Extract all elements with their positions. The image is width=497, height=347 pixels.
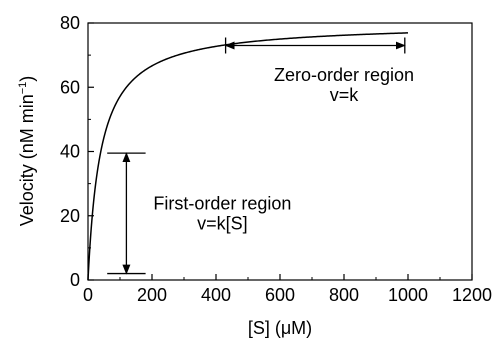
zero-order-label: v=k bbox=[330, 85, 360, 105]
x-tick-label: 1000 bbox=[388, 285, 428, 305]
x-tick-label: 0 bbox=[83, 285, 93, 305]
zero-order-label: Zero-order region bbox=[274, 65, 414, 85]
y-tick-label: 40 bbox=[60, 142, 80, 162]
x-tick-label: 1200 bbox=[452, 285, 492, 305]
x-axis: 0 200 400 600 800 1000 1200 bbox=[83, 274, 492, 305]
first-order-label: v=k[S] bbox=[197, 213, 248, 233]
y-axis-title: Velocity (nM min−1) bbox=[17, 76, 37, 227]
y-tick-label: 20 bbox=[60, 206, 80, 226]
x-axis-title: [S] (μM) bbox=[248, 318, 312, 338]
x-tick-label: 600 bbox=[265, 285, 295, 305]
y-tick-label: 0 bbox=[70, 270, 80, 290]
x-tick-label: 200 bbox=[137, 285, 167, 305]
y-axis-title-main: Velocity (nM min bbox=[17, 94, 37, 226]
y-tick-label: 80 bbox=[60, 13, 80, 33]
series-line bbox=[87, 32, 409, 281]
first-order-label: First-order region bbox=[153, 193, 291, 213]
y-axis-title-close: ) bbox=[17, 76, 37, 82]
plot-frame bbox=[87, 22, 473, 281]
y-tick-label: 60 bbox=[60, 77, 80, 97]
x-tick-label: 400 bbox=[201, 285, 231, 305]
y-axis-title-sup: −1 bbox=[17, 82, 29, 95]
y-axis: 0 20 40 60 80 bbox=[60, 13, 94, 290]
plot-area bbox=[87, 22, 473, 281]
x-tick-label: 800 bbox=[329, 285, 359, 305]
